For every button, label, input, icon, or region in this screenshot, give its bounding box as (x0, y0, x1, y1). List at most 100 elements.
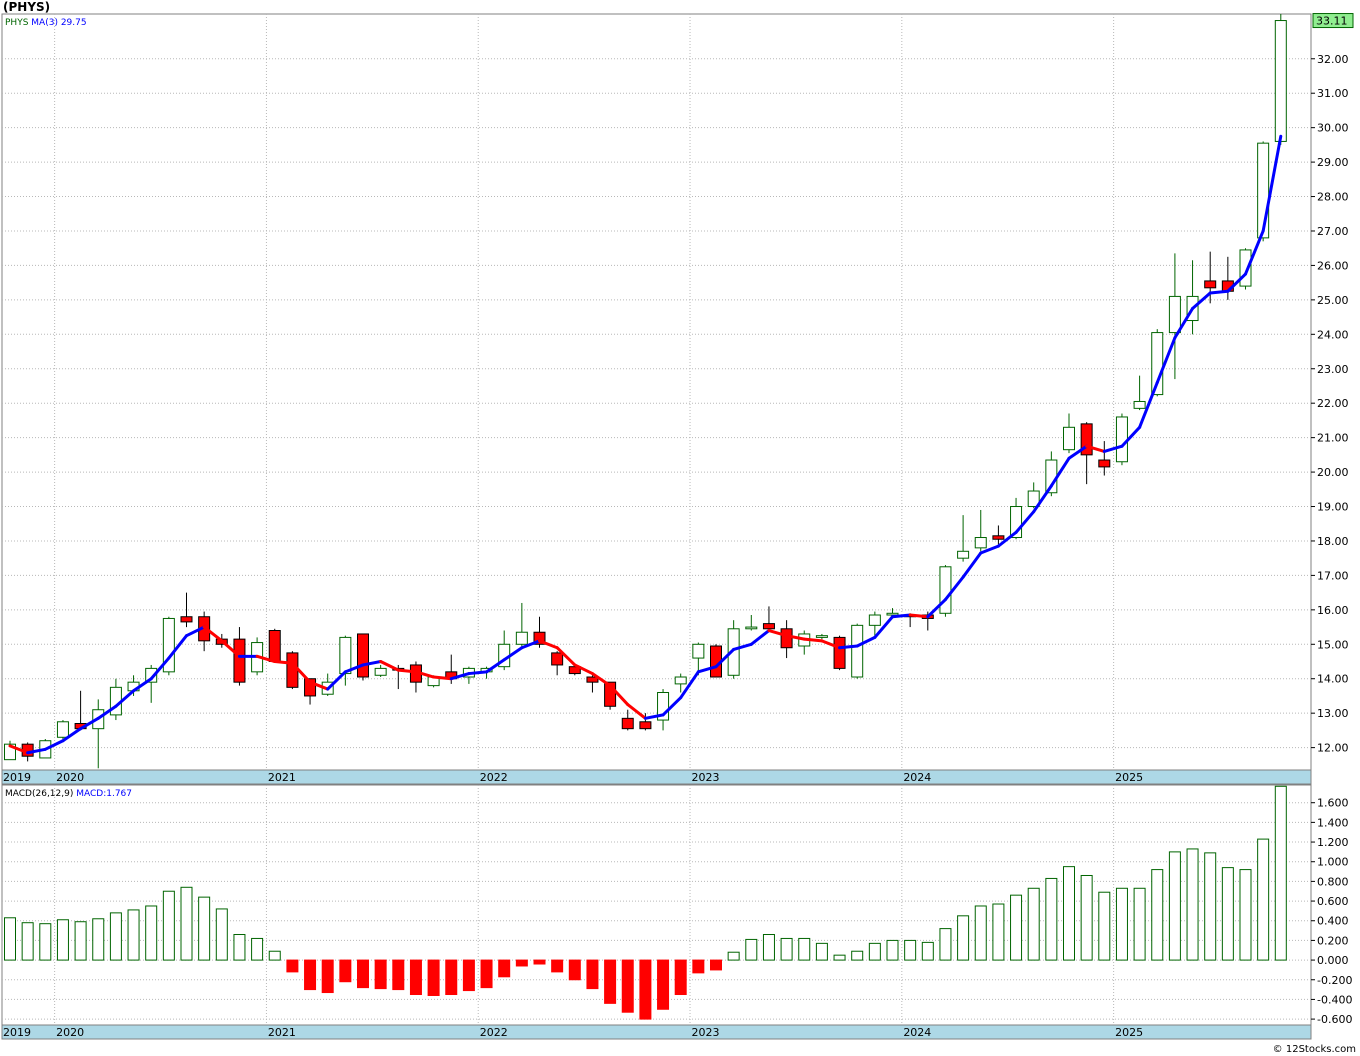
ma-line-segment (96, 704, 118, 720)
candle-up (674, 676, 687, 685)
candle-up (1257, 142, 1270, 239)
candle-down (568, 666, 581, 675)
macd-bar-positive (957, 915, 970, 961)
price-date-year-label: 2022 (480, 771, 508, 784)
price-date-band (1, 769, 1312, 785)
candle-down (1098, 459, 1111, 468)
macd-bar-positive (868, 942, 881, 961)
macd-bar-negative (515, 959, 528, 967)
macd-bar-positive (198, 896, 211, 961)
macd-bar-positive (1045, 877, 1058, 961)
macd-bar-positive (268, 950, 281, 961)
macd-tick-label: 0.800 (1317, 875, 1349, 888)
ma-line-segment (167, 634, 188, 660)
ma-line-segment (926, 598, 947, 619)
legend-ma-value: 29.75 (61, 18, 87, 28)
macd-bar-positive (162, 890, 175, 961)
macd-bar-positive (233, 934, 246, 961)
macd-bar-positive (92, 918, 105, 961)
candle-down (639, 721, 652, 730)
macd-bar-negative (462, 959, 475, 992)
ma-line-segment (220, 639, 241, 658)
ma-line-segment (1226, 272, 1247, 293)
ma-line-segment (979, 544, 1000, 555)
ma-line-segment (361, 660, 383, 667)
ma-line-segment (79, 716, 100, 731)
ma-line-segment (538, 639, 559, 650)
macd-bar-positive (1080, 874, 1093, 961)
macd-bar-positive (1151, 869, 1164, 961)
candle-down (780, 628, 793, 649)
price-tick-label: 31.00 (1317, 87, 1349, 100)
price-date-year-label: 2023 (692, 771, 720, 784)
ma-line-segment (1085, 444, 1106, 453)
macd-bar-positive (145, 905, 158, 961)
macd-bar-positive (886, 939, 899, 961)
ma-line-segment (61, 727, 83, 743)
candle-up (339, 636, 352, 675)
candle-up (886, 612, 899, 616)
candle-up (145, 667, 158, 683)
macd-tick-label: 1.000 (1317, 856, 1349, 869)
price-tick-label: 32.00 (1317, 53, 1349, 66)
price-tick-label: 15.00 (1317, 638, 1349, 651)
ma-line-segment (1032, 484, 1053, 514)
macd-bar-positive (1239, 869, 1252, 961)
macd-bar-negative (692, 959, 705, 974)
macd-bar-negative (427, 959, 440, 996)
price-tick-label: 30.00 (1317, 122, 1349, 135)
macd-bar-negative (568, 959, 581, 981)
price-tick-label: 13.00 (1317, 707, 1349, 720)
macd-bar-negative (551, 959, 564, 973)
price-date-year-label: 2019 (3, 771, 31, 784)
candle-up (374, 667, 387, 676)
macd-bar-positive (215, 908, 228, 961)
ma-line-segment (379, 660, 400, 672)
price-tick-label: 20.00 (1317, 466, 1349, 479)
ma-line-segment (996, 530, 1018, 548)
price-tick-label: 27.00 (1317, 225, 1349, 238)
macd-legend-value: MACD:1.767 (76, 789, 132, 799)
price-tick-label: 23.00 (1317, 363, 1349, 376)
ma-line-segment (838, 644, 859, 650)
macd-date-year-label: 2019 (3, 1026, 31, 1039)
macd-bar-positive (974, 905, 987, 961)
ma-line-segment (714, 647, 736, 669)
ma-line-segment (679, 670, 700, 700)
candle-down (762, 623, 775, 630)
price-tick-label: 25.00 (1317, 294, 1349, 307)
ma-line-segment (502, 646, 524, 662)
price-tick-label: 22.00 (1317, 397, 1349, 410)
candle-up (692, 643, 705, 659)
macd-bar-negative (357, 959, 369, 989)
macd-bar-positive (851, 950, 864, 961)
macd-bar-positive (74, 921, 87, 961)
macd-bar-positive (939, 928, 952, 961)
macd-tick-label: 0.200 (1317, 934, 1349, 947)
candle-up (745, 626, 758, 630)
price-tick-label: 17.00 (1317, 569, 1349, 582)
candle-up (939, 566, 952, 614)
ma-line-segment (185, 625, 206, 638)
ma-line-segment (1067, 444, 1089, 460)
candle-up (957, 550, 970, 559)
ma-line-segment (414, 670, 436, 679)
macd-bar-positive (1204, 852, 1217, 961)
macd-tick-label: 0.400 (1317, 915, 1349, 928)
ma-line-segment (1155, 336, 1177, 385)
last-price-label: 33.11 (1316, 15, 1348, 28)
candle-up (1239, 249, 1252, 287)
candle-down (304, 678, 317, 697)
candle-up (515, 631, 528, 645)
last-price-badge (1312, 13, 1354, 29)
macd-bar-positive (1027, 887, 1040, 961)
candle-down (286, 652, 299, 688)
ma-line-segment (1102, 444, 1124, 453)
ma-line-segment (1191, 291, 1212, 310)
chart-title: (PHYS) (3, 0, 51, 14)
macd-tick-label: 1.400 (1317, 816, 1349, 829)
macd-bar-negative (445, 959, 458, 996)
macd-bar-negative (657, 959, 670, 1010)
macd-bar-negative (374, 959, 387, 990)
macd-tick-label: 0.600 (1317, 895, 1349, 908)
